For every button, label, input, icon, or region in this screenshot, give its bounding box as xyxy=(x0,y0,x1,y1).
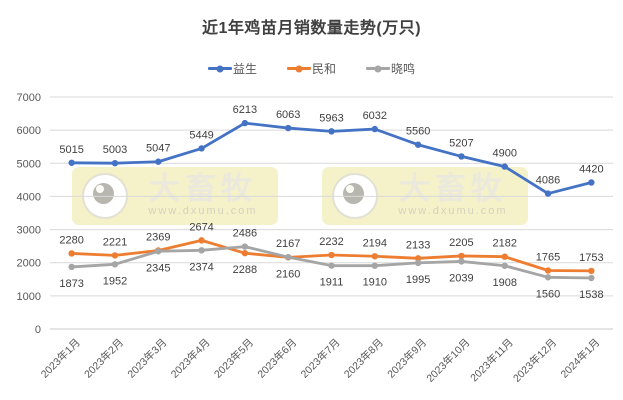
svg-text:2160: 2160 xyxy=(276,268,300,280)
svg-text:7000: 7000 xyxy=(17,92,41,104)
legend-marker-icon xyxy=(366,65,390,72)
svg-text:0: 0 xyxy=(35,324,41,336)
watermark-brand: 大畜牧 xyxy=(399,171,507,206)
svg-text:2205: 2205 xyxy=(449,237,473,249)
svg-text:2133: 2133 xyxy=(406,239,430,251)
series-line-2 xyxy=(68,243,595,282)
svg-text:5047: 5047 xyxy=(146,143,170,155)
legend-item-minhe: 民和 xyxy=(286,60,336,77)
svg-text:6000: 6000 xyxy=(17,125,41,137)
svg-text:4000: 4000 xyxy=(17,191,41,203)
legend: 益生 民和 晓鸣 xyxy=(0,60,623,77)
svg-text:2023年7月: 2023年7月 xyxy=(298,336,343,381)
x-axis-labels: 2023年1月 2023年2月 2023年3月 2023年4月 2023年5月 2023年… xyxy=(38,336,602,385)
svg-text:2674: 2674 xyxy=(189,221,213,233)
svg-text:4900: 4900 xyxy=(492,148,516,160)
series-line-0 xyxy=(68,119,595,197)
legend-marker-icon xyxy=(207,65,232,72)
svg-text:2288: 2288 xyxy=(233,264,257,276)
svg-text:2023年1月: 2023年1月 xyxy=(38,336,83,381)
svg-text:6032: 6032 xyxy=(363,110,387,122)
svg-text:2194: 2194 xyxy=(363,237,387,249)
svg-text:2167: 2167 xyxy=(276,238,300,250)
y-axis-labels: 0 1000 2000 3000 4000 5000 6000 7000 xyxy=(17,92,41,336)
svg-text:2280: 2280 xyxy=(59,234,83,246)
svg-text:1911: 1911 xyxy=(320,277,344,289)
svg-text:2039: 2039 xyxy=(449,272,473,284)
legend-label: 晓鸣 xyxy=(391,62,416,76)
svg-text:5560: 5560 xyxy=(406,126,430,138)
svg-text:1873: 1873 xyxy=(59,278,83,290)
svg-text:1910: 1910 xyxy=(363,277,387,289)
svg-text:2486: 2486 xyxy=(233,228,257,240)
watermark-url: www.dxumu.com xyxy=(398,205,508,217)
svg-text:5000: 5000 xyxy=(17,158,41,170)
svg-text:2023年4月: 2023年4月 xyxy=(168,336,213,381)
svg-text:2345: 2345 xyxy=(146,262,170,274)
svg-text:1765: 1765 xyxy=(536,252,560,264)
svg-text:3000: 3000 xyxy=(17,225,41,237)
legend-item-yisheng: 益生 xyxy=(207,60,257,77)
svg-text:6213: 6213 xyxy=(233,104,257,116)
data-labels: 5015 5003 5047 5449 6213 6063 5963 6032 5560 5207… xyxy=(59,104,603,301)
svg-text:4420: 4420 xyxy=(579,164,603,176)
svg-text:2023年9月: 2023年9月 xyxy=(385,336,430,381)
legend-label: 益生 xyxy=(232,62,257,76)
svg-text:5449: 5449 xyxy=(189,129,213,141)
watermark-url: www.dxumu.com xyxy=(148,205,258,217)
svg-text:1995: 1995 xyxy=(406,274,430,286)
svg-text:2023年12月: 2023年12月 xyxy=(510,336,559,385)
svg-text:2182: 2182 xyxy=(492,238,516,250)
svg-text:2221: 2221 xyxy=(103,236,127,248)
svg-text:2023年2月: 2023年2月 xyxy=(81,336,126,381)
svg-text:2023年5月: 2023年5月 xyxy=(211,336,256,381)
svg-text:2023年10月: 2023年10月 xyxy=(424,336,473,385)
svg-text:5963: 5963 xyxy=(319,112,343,124)
chart-title: 近1年鸡苗月销数量走势(万只) xyxy=(201,20,422,37)
svg-text:2023年11月: 2023年11月 xyxy=(468,336,516,384)
svg-text:2369: 2369 xyxy=(146,231,170,243)
svg-text:1753: 1753 xyxy=(579,252,603,264)
svg-text:1560: 1560 xyxy=(536,288,560,300)
legend-marker-icon xyxy=(286,65,311,72)
svg-text:5207: 5207 xyxy=(449,137,473,149)
svg-text:2000: 2000 xyxy=(17,258,41,270)
svg-text:5015: 5015 xyxy=(59,144,83,156)
svg-text:2232: 2232 xyxy=(319,236,343,248)
svg-text:2374: 2374 xyxy=(189,261,213,273)
svg-text:1908: 1908 xyxy=(492,277,516,289)
svg-text:4086: 4086 xyxy=(536,175,560,187)
svg-text:5003: 5003 xyxy=(103,144,127,156)
svg-text:6063: 6063 xyxy=(276,109,300,121)
legend-item-xiaoming: 晓鸣 xyxy=(366,60,415,77)
svg-text:1000: 1000 xyxy=(17,291,41,303)
svg-text:1952: 1952 xyxy=(103,275,127,287)
svg-text:1538: 1538 xyxy=(579,289,603,301)
svg-text:2023年3月: 2023年3月 xyxy=(125,336,170,381)
svg-text:2023年8月: 2023年8月 xyxy=(341,336,386,381)
svg-text:2023年6月: 2023年6月 xyxy=(255,336,300,381)
svg-text:2024年1月: 2024年1月 xyxy=(558,336,603,381)
legend-label: 民和 xyxy=(311,62,336,76)
watermark-brand: 大畜牧 xyxy=(149,171,257,206)
